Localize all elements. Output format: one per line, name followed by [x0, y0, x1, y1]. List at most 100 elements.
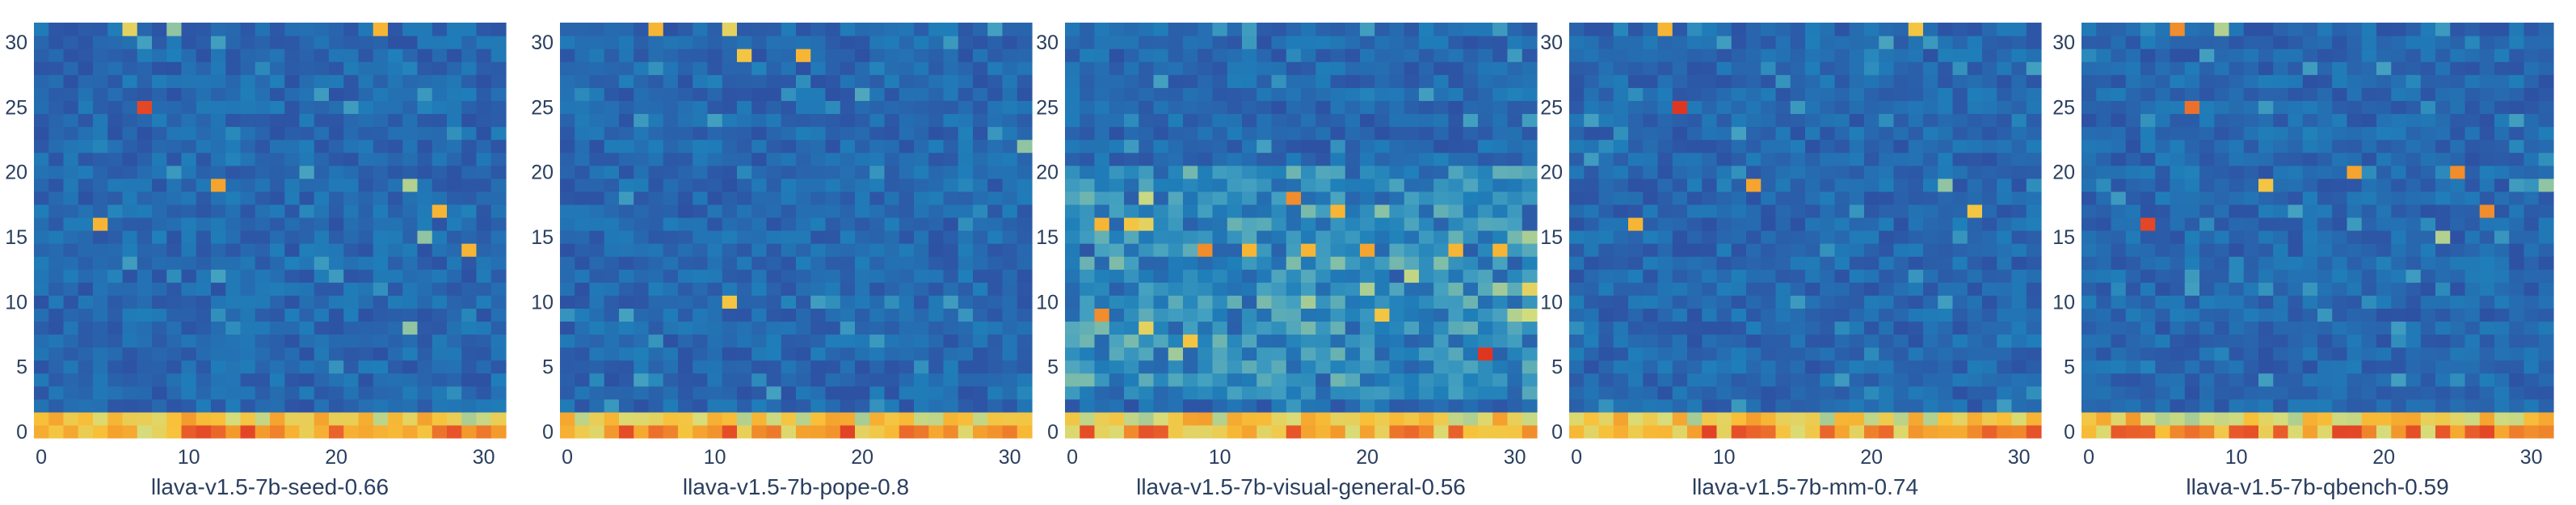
heatmap-cell [2509, 230, 2525, 244]
heatmap-cell [707, 23, 723, 36]
heatmap-cell [1315, 204, 1332, 218]
heatmap-cell [2273, 126, 2289, 141]
heatmap-cell [648, 308, 664, 322]
heatmap-cell [781, 347, 797, 361]
heatmap-cell [2332, 347, 2348, 361]
heatmap-cell [1613, 347, 1629, 361]
heatmap-cell [284, 126, 301, 141]
heatmap-cell [1227, 243, 1243, 257]
heatmap-cell [2011, 152, 2027, 166]
heatmap-cell [707, 139, 723, 154]
heatmap-cell [648, 139, 664, 154]
heatmap-cell [1849, 178, 1865, 192]
heatmap-cell [329, 372, 344, 387]
heatmap-cell [225, 411, 242, 426]
heatmap-cell [2391, 411, 2407, 426]
heatmap-cell [1628, 347, 1644, 361]
heatmap-cell [2243, 243, 2259, 257]
heatmap-cell [2494, 334, 2510, 348]
heatmap-cell [884, 385, 900, 400]
heatmap-cell [1672, 100, 1688, 115]
heatmap-cell [476, 398, 492, 413]
heatmap-cell [166, 178, 183, 192]
heatmap-cell [796, 282, 811, 296]
heatmap-cell [1139, 191, 1155, 205]
heatmap-cell [663, 360, 679, 374]
heatmap-cell [2361, 347, 2377, 361]
heatmap-cell [1716, 100, 1732, 115]
heatmap-cell [2523, 217, 2540, 231]
heatmap-cell [840, 282, 856, 296]
heatmap-cell [914, 126, 929, 141]
heatmap-cell [34, 334, 49, 348]
heatmap-cell [1893, 282, 1909, 296]
heatmap-cell [1569, 139, 1585, 154]
heatmap-cell [107, 295, 124, 309]
heatmap-cell [1080, 152, 1096, 166]
heatmap-cell [1702, 282, 1718, 296]
heatmap-cell [490, 152, 507, 166]
heatmap-cell [1315, 372, 1332, 387]
heatmap-cell [1746, 372, 1762, 387]
heatmap-cell [476, 308, 492, 322]
heatmap-cell [2184, 152, 2200, 166]
heatmap-cell [1080, 230, 1096, 244]
heatmap-cell [855, 256, 870, 270]
heatmap-cell [604, 308, 620, 322]
heatmap-cell [2229, 113, 2245, 128]
heatmap-cell [1168, 372, 1184, 387]
heatmap-cell [1212, 36, 1228, 49]
heatmap-cell [1139, 36, 1155, 49]
heatmap-cell [2258, 334, 2274, 348]
heatmap-cell [722, 411, 738, 426]
heatmap-cell [884, 152, 900, 166]
heatmap-cell [34, 36, 49, 49]
heatmap-cell [1463, 269, 1479, 283]
heatmap-cell [2288, 269, 2304, 283]
heatmap-cell [1094, 295, 1110, 309]
heatmap-cell [1569, 360, 1585, 374]
heatmap-cell [1168, 411, 1184, 426]
heatmap-cell [604, 74, 620, 88]
heatmap-cell [840, 411, 856, 426]
heatmap-cell [1805, 23, 1820, 36]
heatmap-cell [255, 23, 271, 36]
heatmap-cell [225, 372, 242, 387]
heatmap-cell [2111, 308, 2127, 322]
heatmap-cell [751, 126, 768, 141]
heatmap-cell [855, 308, 870, 322]
heatmap-cell [1643, 256, 1659, 270]
heatmap-cell [1598, 139, 1614, 154]
heatmap-cell [1908, 139, 1924, 154]
heatmap-cell [107, 269, 124, 283]
heatmap-cell [240, 334, 256, 348]
heatmap-cell [166, 256, 183, 270]
heatmap-cell [255, 36, 271, 49]
heatmap-cell [2243, 191, 2259, 205]
heatmap-cell [1419, 385, 1434, 400]
heatmap-cell [1492, 256, 1509, 270]
heatmap-cell [589, 256, 605, 270]
heatmap-cell [1938, 217, 1954, 231]
heatmap-cell [2435, 230, 2451, 244]
heatmap-cell [1790, 165, 1806, 179]
heatmap-cell [2391, 321, 2407, 335]
heatmap-cell [1982, 398, 1997, 413]
heatmap-cell [152, 269, 167, 283]
heatmap-cell [2125, 152, 2141, 166]
heatmap-cell [560, 74, 575, 88]
heatmap-cell [958, 100, 974, 115]
heatmap-cell [1952, 411, 1968, 426]
heatmap-cell [1628, 360, 1644, 374]
heatmap-cell [1893, 308, 1909, 322]
heatmap-cell [633, 398, 650, 413]
heatmap-cell [2523, 230, 2540, 244]
heatmap-cell [1404, 217, 1420, 231]
heatmap-cell [2011, 347, 2027, 361]
heatmap-cell [152, 23, 167, 36]
heatmap-cell [343, 87, 360, 101]
heatmap-cell [299, 36, 315, 49]
heatmap-cell [958, 74, 974, 88]
heatmap-cell [619, 139, 634, 154]
heatmap-cell [2361, 360, 2377, 374]
